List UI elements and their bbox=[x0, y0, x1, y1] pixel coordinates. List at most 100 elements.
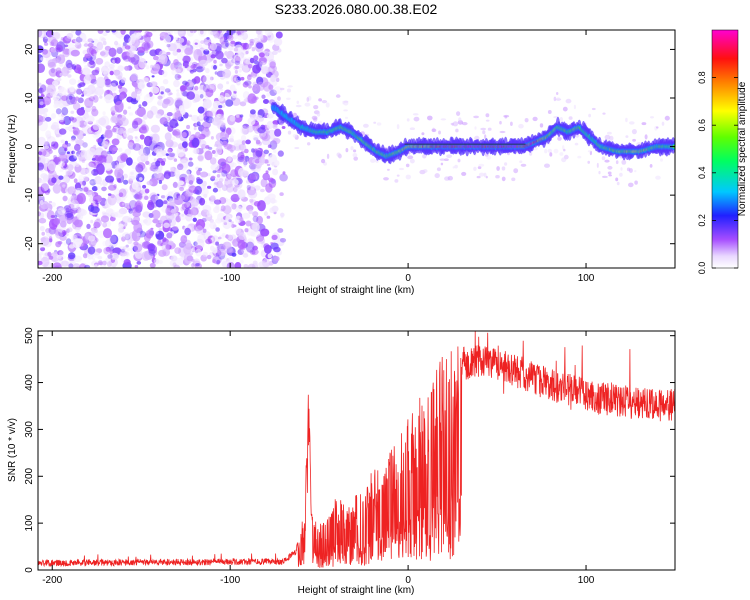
noise-blob bbox=[40, 256, 50, 267]
noise-blob bbox=[105, 125, 112, 130]
noise-blob bbox=[194, 263, 202, 268]
noise-blob bbox=[249, 198, 254, 203]
noise-blob bbox=[59, 128, 67, 135]
noise-blob bbox=[632, 138, 636, 142]
noise-blob bbox=[458, 117, 462, 122]
noise-blob bbox=[280, 122, 284, 126]
noise-blob bbox=[142, 77, 149, 83]
noise-blob bbox=[73, 255, 83, 263]
noise-blob bbox=[237, 189, 246, 200]
noise-blob bbox=[109, 216, 116, 222]
snr-series-line bbox=[38, 331, 675, 568]
noise-blob bbox=[58, 146, 67, 156]
noise-blob bbox=[233, 90, 237, 95]
noise-blob bbox=[94, 86, 104, 96]
spectrogram-noise-layer bbox=[38, 30, 675, 268]
noise-blob bbox=[70, 110, 75, 115]
noise-blob bbox=[260, 36, 264, 41]
noise-blob bbox=[131, 120, 139, 129]
noise-blob bbox=[81, 116, 87, 121]
noise-blob bbox=[185, 170, 191, 176]
noise-blob bbox=[134, 136, 138, 139]
noise-blob bbox=[117, 84, 123, 89]
noise-blob bbox=[54, 214, 57, 219]
noise-blob bbox=[233, 47, 239, 52]
noise-blob bbox=[142, 211, 151, 218]
noise-blob bbox=[440, 118, 447, 121]
noise-blob bbox=[150, 86, 160, 94]
noise-blob bbox=[167, 43, 177, 52]
noise-blob bbox=[83, 43, 89, 47]
noise-blob bbox=[73, 62, 78, 66]
noise-blob bbox=[58, 175, 64, 180]
noise-blob bbox=[187, 207, 197, 218]
noise-blob bbox=[166, 43, 171, 48]
noise-blob bbox=[184, 227, 191, 236]
noise-blob bbox=[210, 195, 216, 200]
noise-blob bbox=[46, 30, 53, 38]
noise-blob bbox=[73, 178, 78, 184]
noise-blob bbox=[422, 169, 428, 173]
noise-blob bbox=[176, 53, 184, 61]
noise-blob bbox=[50, 39, 59, 47]
noise-blob bbox=[114, 101, 124, 113]
noise-blob bbox=[51, 32, 60, 40]
noise-blob bbox=[45, 130, 52, 138]
noise-blob bbox=[421, 132, 425, 136]
noise-blob bbox=[138, 58, 147, 69]
noise-blob bbox=[197, 106, 205, 114]
noise-blob bbox=[182, 141, 188, 149]
noise-blob bbox=[229, 138, 235, 143]
noise-blob bbox=[279, 192, 284, 197]
noise-blob bbox=[539, 123, 544, 128]
noise-blob bbox=[199, 171, 209, 178]
noise-blob bbox=[170, 255, 178, 262]
noise-blob bbox=[111, 30, 117, 33]
noise-blob bbox=[155, 230, 165, 240]
noise-blob bbox=[216, 174, 221, 178]
noise-blob bbox=[224, 245, 233, 253]
noise-blob bbox=[233, 224, 237, 228]
noise-blob bbox=[615, 160, 619, 165]
noise-blob bbox=[477, 166, 482, 170]
noise-blob bbox=[51, 113, 56, 119]
noise-blob bbox=[176, 97, 182, 102]
noise-blob bbox=[241, 140, 246, 145]
noise-blob bbox=[496, 166, 500, 171]
noise-blob bbox=[227, 44, 234, 51]
spectrogram-x-label: Height of straight line (km) bbox=[298, 285, 415, 296]
noise-blob bbox=[214, 178, 219, 183]
noise-blob bbox=[602, 112, 606, 115]
noise-blob bbox=[215, 50, 224, 60]
noise-blob bbox=[245, 139, 251, 145]
noise-blob bbox=[59, 153, 68, 161]
noise-blob bbox=[151, 209, 161, 220]
noise-blob bbox=[83, 175, 89, 182]
noise-blob bbox=[191, 263, 195, 268]
noise-blob bbox=[145, 31, 153, 38]
noise-blob bbox=[438, 130, 441, 135]
noise-blob bbox=[108, 47, 117, 57]
noise-blob bbox=[245, 241, 255, 253]
noise-blob bbox=[252, 215, 259, 223]
noise-blob bbox=[209, 199, 216, 205]
noise-blob bbox=[165, 153, 169, 156]
noise-blob bbox=[61, 95, 68, 101]
noise-blob bbox=[478, 163, 485, 167]
noise-blob bbox=[208, 30, 217, 36]
noise-blob bbox=[120, 153, 128, 162]
noise-blob bbox=[48, 200, 53, 204]
colorbar-tick-label: 0.6 bbox=[697, 119, 707, 132]
noise-blob bbox=[116, 133, 123, 140]
noise-blob bbox=[55, 108, 62, 115]
noise-blob bbox=[70, 49, 80, 57]
noise-blob bbox=[261, 94, 266, 99]
noise-blob bbox=[43, 112, 48, 118]
noise-blob bbox=[105, 257, 111, 262]
noise-blob bbox=[126, 247, 131, 251]
noise-blob bbox=[176, 48, 181, 53]
noise-blob bbox=[203, 49, 210, 55]
noise-blob bbox=[222, 205, 232, 215]
noise-blob bbox=[664, 115, 670, 121]
noise-blob bbox=[452, 166, 455, 169]
